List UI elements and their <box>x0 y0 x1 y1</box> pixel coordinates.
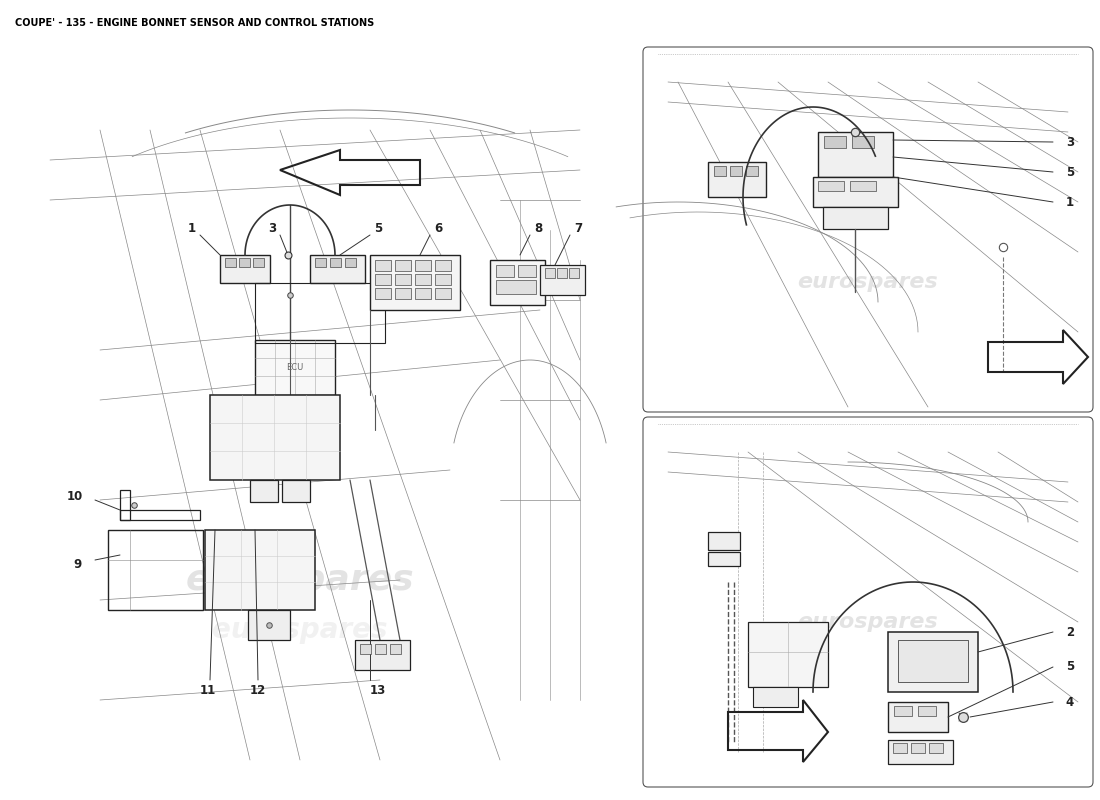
Bar <box>813 177 898 207</box>
Bar <box>310 255 365 283</box>
Text: eurospares: eurospares <box>798 272 938 292</box>
Bar <box>226 258 236 267</box>
Bar <box>708 552 740 566</box>
Bar <box>395 260 411 271</box>
Text: 5: 5 <box>374 222 382 234</box>
Bar <box>255 283 385 343</box>
Bar <box>108 530 204 610</box>
Bar <box>434 274 451 285</box>
Bar <box>248 610 290 640</box>
Text: 5: 5 <box>1066 661 1074 674</box>
Bar <box>714 166 726 176</box>
Bar <box>708 532 740 550</box>
Text: 11: 11 <box>200 683 216 697</box>
Bar <box>205 530 315 610</box>
Bar <box>918 706 936 716</box>
Bar <box>375 274 390 285</box>
Bar <box>390 644 402 654</box>
Bar <box>540 265 585 295</box>
Bar <box>569 268 579 278</box>
Bar <box>898 640 968 682</box>
Bar <box>255 340 336 395</box>
Text: 3: 3 <box>268 222 276 234</box>
Bar <box>415 288 431 299</box>
Bar <box>282 480 310 502</box>
Bar <box>120 510 200 520</box>
Bar <box>823 207 888 229</box>
Bar <box>120 490 130 520</box>
Text: 12: 12 <box>250 683 266 697</box>
Text: 2: 2 <box>1066 626 1074 638</box>
Text: 8: 8 <box>534 222 542 234</box>
Bar <box>748 622 828 687</box>
Bar <box>395 288 411 299</box>
Bar <box>518 265 536 277</box>
Bar <box>746 166 758 176</box>
Text: 6: 6 <box>433 222 442 234</box>
Bar <box>730 166 743 176</box>
Bar <box>894 706 912 716</box>
Text: eurospares: eurospares <box>798 612 938 632</box>
Bar <box>818 132 893 177</box>
Bar <box>315 258 326 267</box>
Bar <box>824 136 846 148</box>
Bar <box>395 274 411 285</box>
Bar <box>850 181 876 191</box>
Bar <box>496 280 536 294</box>
Bar <box>250 480 278 502</box>
Bar <box>496 265 514 277</box>
Bar <box>375 288 390 299</box>
Text: 4: 4 <box>1066 695 1074 709</box>
Bar <box>888 632 978 692</box>
Text: ECU: ECU <box>286 362 304 371</box>
Text: 1: 1 <box>1066 195 1074 209</box>
Text: 9: 9 <box>74 558 82 571</box>
Text: eurospares: eurospares <box>212 616 387 644</box>
Bar <box>360 644 371 654</box>
Bar <box>557 268 566 278</box>
Bar <box>434 260 451 271</box>
Bar <box>370 255 460 310</box>
Bar <box>345 258 356 267</box>
Text: 7: 7 <box>574 222 582 234</box>
Bar <box>911 743 925 753</box>
Bar <box>415 274 431 285</box>
Text: 1: 1 <box>188 222 196 234</box>
Bar <box>355 640 410 670</box>
Bar <box>754 687 798 707</box>
FancyBboxPatch shape <box>644 417 1093 787</box>
Bar <box>893 743 907 753</box>
Bar <box>888 702 948 732</box>
Text: 13: 13 <box>370 683 386 697</box>
Text: COUPE' - 135 - ENGINE BONNET SENSOR AND CONTROL STATIONS: COUPE' - 135 - ENGINE BONNET SENSOR AND … <box>15 18 374 28</box>
Bar <box>930 743 943 753</box>
Bar <box>415 260 431 271</box>
Bar <box>330 258 341 267</box>
Bar <box>375 644 386 654</box>
Bar <box>253 258 264 267</box>
Bar <box>375 260 390 271</box>
Bar <box>210 395 340 480</box>
Text: 3: 3 <box>1066 135 1074 149</box>
Bar <box>434 288 451 299</box>
Bar <box>708 162 766 197</box>
Bar <box>544 268 556 278</box>
Text: 10: 10 <box>67 490 84 503</box>
Bar <box>490 260 544 305</box>
Bar <box>239 258 250 267</box>
FancyBboxPatch shape <box>644 47 1093 412</box>
Bar <box>888 740 953 764</box>
Bar <box>852 136 874 148</box>
Bar <box>220 255 270 283</box>
Bar <box>818 181 844 191</box>
Text: 5: 5 <box>1066 166 1074 178</box>
Text: eurospares: eurospares <box>186 563 415 597</box>
